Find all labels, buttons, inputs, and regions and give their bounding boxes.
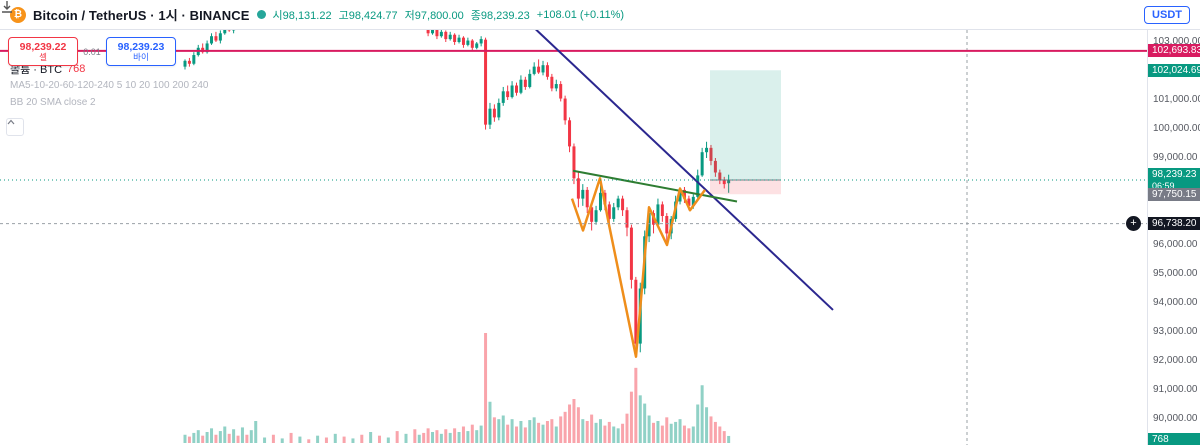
axis-tick-label: 100,000.00 xyxy=(1153,123,1200,134)
price-axis[interactable]: 103,000.00 101,000.00 100,000.00 99,000.00 9… xyxy=(1147,30,1200,445)
legend: 볼륨 · BTC 768 MA5-10-20-60-120-240 5 10 2… xyxy=(10,60,213,111)
add-order-plus-button[interactable]: + xyxy=(1126,216,1141,231)
ohlc-close: 종98,239.23 xyxy=(470,9,530,22)
crosshair-price-label: 96,738.20 xyxy=(1148,217,1200,231)
axis-tick-label: 90,000.00 xyxy=(1153,413,1198,424)
market-status-icon xyxy=(256,10,266,19)
axis-tick-label: 95,000.00 xyxy=(1153,268,1198,279)
ma-indicator-label: MA5-10-20-60-120-240 5 10 20 100 200 240 xyxy=(10,80,209,91)
sell-label: 셀 xyxy=(39,51,47,62)
hline-price-label: 102,693.83 xyxy=(1148,44,1200,58)
stop-price-label: 97,750.15 xyxy=(1148,187,1200,201)
axis-tick-label: 103,000.00 xyxy=(1153,36,1200,47)
axis-tick-label: 93,000.00 xyxy=(1153,326,1198,337)
axis-tick-label: 94,000.00 xyxy=(1153,297,1198,308)
axis-tick-label: 99,000.00 xyxy=(1153,152,1198,163)
legend-ma-row[interactable]: MA5-10-20-60-120-240 5 10 20 100 200 240 xyxy=(10,60,213,94)
target-price-label: 102,024.69 xyxy=(1148,63,1200,77)
ohlc-open: 시98,131.22 xyxy=(272,9,332,22)
buy-button[interactable]: 98,239.23 바이 xyxy=(106,37,176,66)
chart-pane: 98,239.22 셀 0.01 98,239.23 바이 볼륨 · BTC 7… xyxy=(0,0,1148,445)
bitcoin-logo-icon: ₿ xyxy=(10,6,26,23)
pane-collapse-button[interactable] xyxy=(6,118,24,136)
sell-button[interactable]: 98,239.22 셀 xyxy=(8,37,78,66)
currency-usdt-button[interactable]: USDT xyxy=(1144,5,1190,24)
price-change: +108.01 (+0.11%) xyxy=(536,8,625,21)
sell-price: 98,239.22 xyxy=(19,40,67,53)
ohlc-low: 저97,800.00 xyxy=(404,9,464,22)
last-price-label: 98,239.23 06:59 xyxy=(1148,168,1200,192)
volume-legend-title: 볼륨 · BTC xyxy=(10,63,63,76)
buy-price: 98,239.23 xyxy=(117,40,165,53)
axis-tick-label: 92,000.00 xyxy=(1153,355,1198,366)
order-widget: 98,239.22 셀 0.01 98,239.23 바이 xyxy=(8,37,176,66)
spread-value: 0.01 xyxy=(83,46,101,57)
download-icon[interactable] xyxy=(2,1,1134,24)
top-toolbar: ₿ Bitcoin / TetherUS · 1시 · BINANCE 시98,… xyxy=(0,0,1200,30)
ohlc-high: 고98,424.77 xyxy=(338,9,398,22)
axis-tick-label: 101,000.00 xyxy=(1153,94,1200,105)
bb-indicator-label: BB 20 SMA close 2 xyxy=(10,97,96,108)
buy-label: 바이 xyxy=(133,51,149,62)
legend-bb-row[interactable]: BB 20 SMA close 2 xyxy=(10,60,213,111)
axis-tick-label: 96,000.00 xyxy=(1153,239,1198,250)
chart-canvas[interactable] xyxy=(0,0,1148,445)
volume-axis-label: 768 xyxy=(1148,433,1200,445)
axis-tick-label: 91,000.00 xyxy=(1153,384,1198,395)
symbol-title[interactable]: Bitcoin / TetherUS · 1시 · BINANCE xyxy=(33,8,250,23)
